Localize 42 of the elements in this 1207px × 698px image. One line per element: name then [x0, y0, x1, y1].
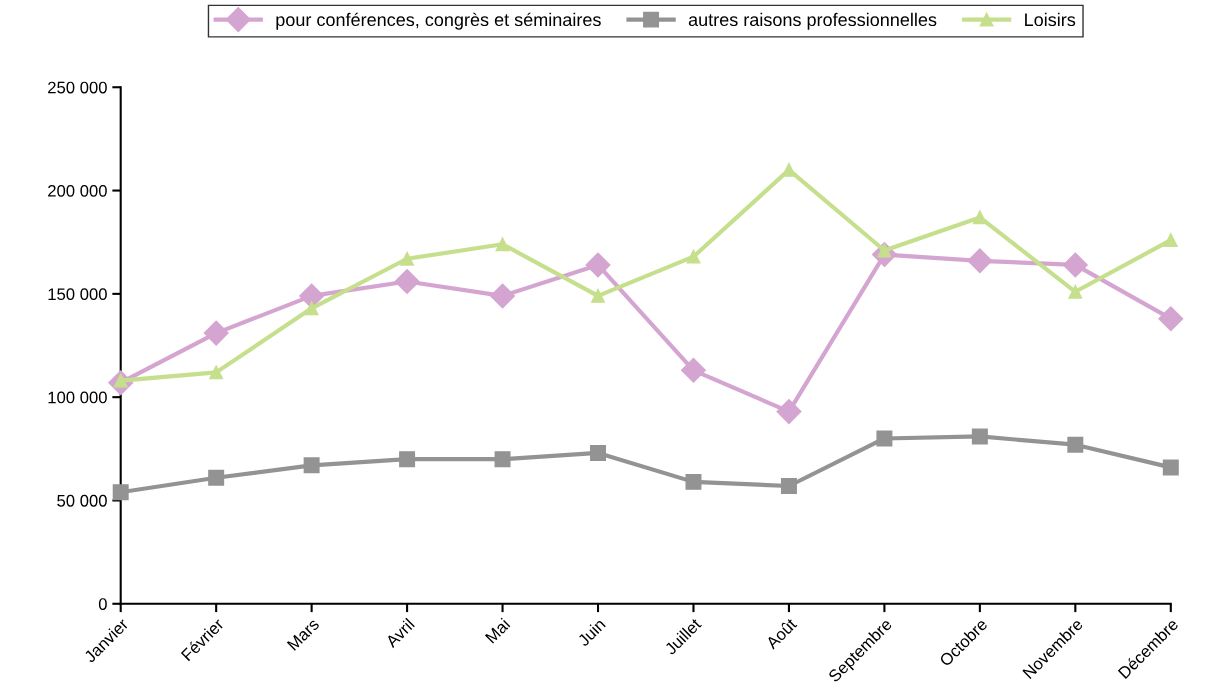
point — [495, 237, 510, 252]
point — [303, 457, 320, 474]
point — [400, 251, 415, 266]
point — [972, 210, 987, 225]
point — [494, 451, 511, 468]
point — [1062, 252, 1088, 278]
y-tick-label: 250 000 — [48, 81, 107, 94]
point — [776, 399, 802, 425]
y-tick-label: 0 — [98, 598, 107, 610]
y-tick-label: 150 000 — [48, 288, 107, 301]
legend-label: autres raisons professionnelles — [688, 12, 937, 30]
y-tick-label: 200 000 — [48, 184, 107, 197]
point — [1162, 459, 1179, 476]
point — [1067, 436, 1084, 453]
point — [685, 473, 702, 490]
point — [1068, 284, 1083, 299]
point — [209, 365, 224, 380]
point — [1158, 306, 1184, 332]
point — [399, 451, 416, 468]
point — [394, 268, 420, 294]
point — [967, 248, 993, 274]
point — [876, 430, 893, 447]
y-tick-label: 100 000 — [48, 391, 107, 404]
point — [208, 469, 225, 486]
point — [203, 320, 229, 346]
point — [1163, 233, 1178, 248]
x-tick-label: Mai — [484, 617, 511, 644]
point — [971, 428, 988, 445]
point — [680, 357, 706, 383]
point — [780, 478, 797, 494]
legend-label: Loisirs — [1025, 12, 1076, 27]
point — [299, 283, 325, 309]
point — [304, 301, 319, 316]
point — [590, 444, 607, 461]
point — [585, 252, 611, 278]
point — [112, 484, 129, 501]
x-tick-label: Juin — [576, 617, 606, 648]
point — [490, 283, 516, 309]
point — [591, 288, 605, 303]
legend-label: pour conférences, congrès et séminaires — [276, 12, 601, 30]
y-tick-label: 50 000 — [57, 494, 107, 507]
point — [686, 249, 701, 264]
